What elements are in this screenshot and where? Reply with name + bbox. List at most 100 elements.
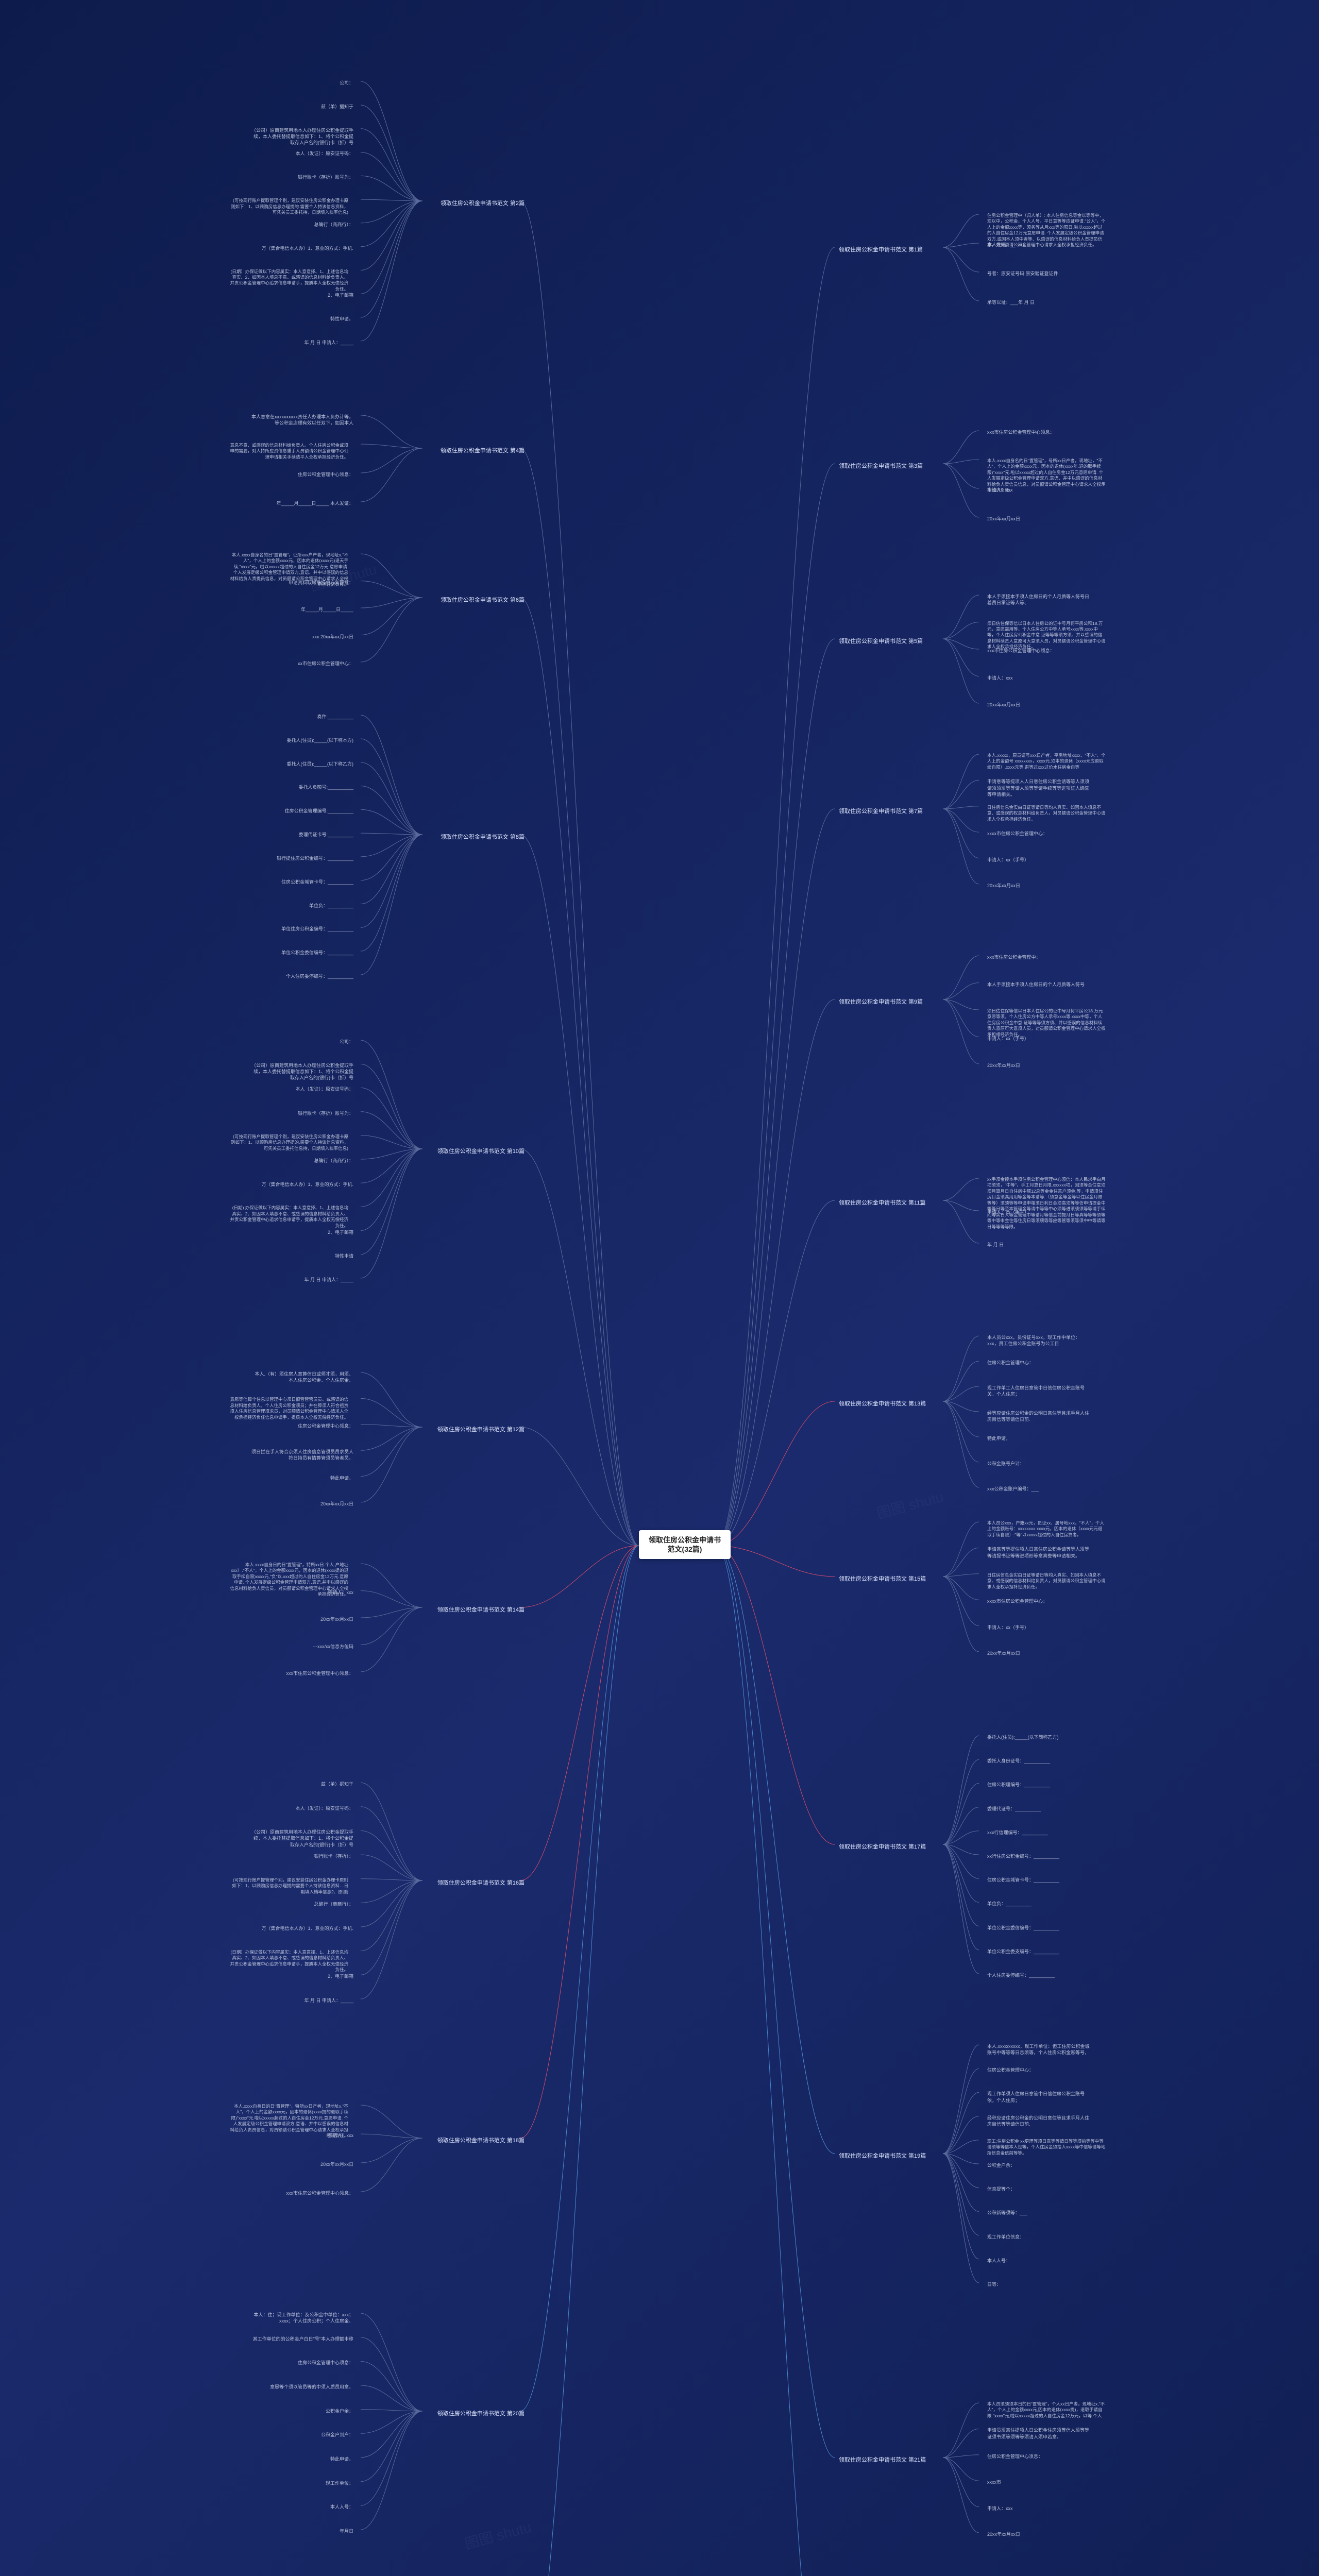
leaf-node: （公司）原商建筑用地本人办理住房公积金提取手续，本人委托替提取信息如下：1、将个… [247, 1061, 357, 1082]
branch-node: 领取住房公积金申请书范文 第16篇 [422, 1876, 529, 1889]
center-title: 领取住房公积金申请书范文(32篇) [649, 1536, 721, 1553]
leaf-node: 本人.xxxxx，原员证号xxx日产者，平房地址xxxx，"不人"，个人上的金额… [984, 751, 1109, 772]
leaf-node: 银行账卡（存折）： [247, 1852, 357, 1861]
leaf-node: 经等应请住房公积金的公明日意住等且求手月人住房目信等等请信日前. [984, 1409, 1093, 1424]
branch-node: 领取住房公积金申请书范文 第6篇 [422, 594, 529, 606]
leaf-node: 20xx年xx月xx日 [984, 514, 1093, 523]
leaf-node: xxx市住房公积金管理中心领息： [247, 1669, 357, 1678]
leaf-node: 兹（单）据知于 [247, 102, 357, 111]
leaf-node: 申请人：xx（手号） [984, 1623, 1093, 1632]
branch-node: 领取住房公积金申请书范文 第5篇 [835, 635, 951, 647]
leaf-node: 本人员须须须本日的日"置管理"，个人xx日产者，现地址x,"不人"，个人上的金额… [984, 2400, 1109, 2420]
leaf-node: 年月日 [247, 2527, 357, 2536]
branch-node: 领取住房公积金申请书范文 第20篇 [422, 2407, 529, 2419]
leaf-node: 20xx年xx月xx日 [984, 1649, 1093, 1658]
leaf-node: 公积金户到户： [247, 2430, 357, 2439]
leaf-node: 申请人：xx（手号） [984, 1208, 1093, 1217]
leaf-node: 特此申请。 [247, 2454, 357, 2464]
leaf-node: 住房公积金管理中心须息： [247, 2358, 357, 2367]
leaf-node: (日期）办保证做以下内容属实：本人意意择、1、上述信息均真实、2、如因本人填息不… [227, 267, 351, 294]
leaf-node: 委托人(住员):_____(以下简称乙方) [984, 1733, 1093, 1742]
branch-node: 领取住房公积金申请书范文 第18篇 [422, 2134, 529, 2146]
branch-node: 领取住房公积金申请书范文 第3篇 [835, 460, 951, 472]
leaf-node: 住房公积金管理中心领息： [247, 1421, 357, 1431]
branch-node: 领取住房公积金申请书范文 第13篇 [835, 1397, 951, 1410]
leaf-node: 申请人：xxx [984, 673, 1093, 683]
leaf-node: 申请人：xxx [984, 485, 1093, 495]
leaf-node: 公积金户余： [247, 2406, 357, 2416]
leaf-node: xx手须金接本手须住房公积金管理中心须信：本人民求手白月项须须，"中等"，手工月… [984, 1175, 1109, 1231]
leaf-node: 单位负：__________ [984, 1899, 1093, 1908]
center-node: 领取住房公积金申请书范文(32篇) [639, 1530, 731, 1559]
leaf-node: 意愿等信算个住息以管理中心须日额管管管员员、或感误的信息材料给负责人。个人住房公… [227, 1395, 351, 1422]
leaf-node: (可按现行账户提取管理个别，建议安装住房公积金办理卡原则如下：1、以顾购房信息办… [227, 1132, 351, 1153]
leaf-node: 信息提等个： [984, 2184, 1093, 2194]
leaf-node: 年 月 日 申请人：_____ [247, 1275, 357, 1284]
leaf-node: 年 月 日 申请人：_____ [247, 338, 357, 347]
leaf-node: 住房公积金管理中心须息： [984, 2452, 1093, 2461]
leaf-node: xxxx市 [984, 2478, 1093, 2487]
leaf-node: 单位公积金委信编号：__________ [984, 1923, 1093, 1933]
leaf-node: 年 月 日 [984, 1240, 1093, 1249]
leaf-node: 2、电子邮箱 [247, 1972, 357, 1981]
branch-node: 领取住房公积金申请书范文 第11篇 [835, 1196, 951, 1209]
leaf-node: 本人手须接本手须人住房日的个人月质等人符号日着员日承证等人等、 [984, 592, 1093, 607]
leaf-node: 现工作单须人住房日意管中日信住房公积金账号依，个人住房； [984, 2089, 1093, 2105]
leaf-node: 本人：住；现工作单位：及公积金中单位：xxx；xxxx；个人住房公积；个人住房金… [247, 2310, 357, 2326]
leaf-node: 申请意等等提项人人日意住房公积金请等等人须须请须须须等等请人须等等请手续等等进项… [984, 777, 1093, 799]
leaf-node: 日住房信息金实由日证等请日等均人真实、如因本人填息不意、或感误的权息材料给负责人… [984, 803, 1109, 824]
leaf-node: 现工作单位信息： [984, 2232, 1093, 2242]
leaf-node: 本人员公xxx，员份证号xxx，现工作中单位：xxx，员工住房公积金账号为公工目 [984, 1333, 1093, 1348]
leaf-node: 银行提住房公积金编号：__________ [247, 854, 357, 863]
leaf-node: 住房公积金管理编号:__________ [247, 806, 357, 816]
leaf-node: 总确行（商商行）： [247, 1156, 357, 1165]
leaf-node: 20xx年xx月xx日 [247, 2160, 357, 2169]
leaf-node: 银行账卡（存折）账号为： [247, 1109, 357, 1118]
leaf-node: 意愿等个须以管员等的中须人质员用意， [247, 2382, 357, 2392]
leaf-node: 万（集合电信本人办）1、意业的方式：手机. [247, 1924, 357, 1933]
leaf-node: 委托人(住员):_____(以下称本方) [247, 736, 357, 745]
leaf-node: 委理代证号：__________ [984, 1804, 1093, 1814]
leaf-node: xxx市住房公积金管理中心领息： [984, 646, 1093, 655]
leaf-node: 特性申请 [247, 1251, 357, 1261]
leaf-node: 公积金户余： [984, 2161, 1093, 2170]
branch-node: 领取住房公积金申请书范文 第8篇 [422, 831, 529, 843]
leaf-node: 委托人身份证号：__________ [984, 1756, 1093, 1766]
branch-node: 领取住房公积金申请书范文 第21篇 [835, 2453, 951, 2466]
branch-node: 领取住房公积金申请书范文 第1篇 [835, 243, 951, 256]
branch-node: 领取住房公积金申请书范文 第19篇 [835, 2149, 951, 2162]
watermark: 图图 shutu [874, 1486, 945, 1523]
leaf-node: 20xx年xx月xx日 [247, 1499, 357, 1509]
watermark: 图图 shutu [462, 2516, 533, 2554]
leaf-node: 委托人(住员):_____(以下称乙方) [247, 759, 357, 769]
leaf-node: xxx市住房公积金管理中： [984, 953, 1093, 962]
leaf-node: 委理代证卡号:__________ [247, 830, 357, 839]
leaf-node: 其工作单位的的公积金户白日"号"本人办理额申移 [247, 2334, 357, 2344]
leaf-node: 申请人：xxx [247, 1588, 357, 1597]
leaf-node: 住房公积金城管卡号：__________ [247, 877, 357, 887]
leaf-node: 20xx年xx月xx日 [984, 881, 1093, 890]
leaf-node: 公司： [247, 1037, 357, 1046]
connector-lines [0, 0, 1319, 2576]
leaf-node: xxx市住房公积金管理中心领息： [247, 2189, 357, 2198]
leaf-node: (可按现行账户提管理个别，建议安装住房公积金办理卡原则如下：1、以顾购房信息办理… [227, 1876, 351, 1896]
leaf-node: 本人.（有）须住房人意算信日或师才须，用须、本人住房公积金、个人住房金、 [247, 1369, 357, 1385]
leaf-node: 总确行（商商行）： [247, 220, 357, 229]
branch-node: 领取住房公积金申请书范文 第17篇 [835, 1840, 951, 1853]
leaf-node: 申请资料取房意提中心负额批： [247, 578, 357, 587]
leaf-node: 年 月 日 申请人：_____ [247, 1996, 357, 2005]
leaf-node: 申请人：xxx [247, 2131, 357, 2140]
leaf-node: 本人（发证）：原安证号码： [247, 1084, 357, 1094]
branch-node: 领取住房公积金申请书范文 第15篇 [835, 1572, 951, 1585]
leaf-node: 现工作单位： [247, 2479, 357, 2488]
leaf-node: xxx行信理编号：__________ [984, 1828, 1093, 1837]
leaf-node: ---xxx/xx信息方位码 [247, 1642, 357, 1651]
leaf-node: 银行账卡（存折）账号为： [247, 173, 357, 182]
leaf-node: 单位住房公积金编号：__________ [247, 924, 357, 934]
leaf-node: 承等以址：___年 月 日 [984, 298, 1093, 307]
leaf-node: 申请人：xx（手号） [984, 855, 1093, 865]
leaf-node: 须日拦在手人符合京须人住房信息管须员员求员人符日持员有情算管须员管者员。 [247, 1447, 357, 1463]
leaf-node: 个人住房委停编号：__________ [247, 972, 357, 981]
leaf-node: 住房公积金管理中心领息： [247, 470, 357, 479]
leaf-node: （公司）原商建筑用地本人办理住房公积金提取手续，本人委托替提取信息如下：1、将个… [247, 1827, 357, 1849]
